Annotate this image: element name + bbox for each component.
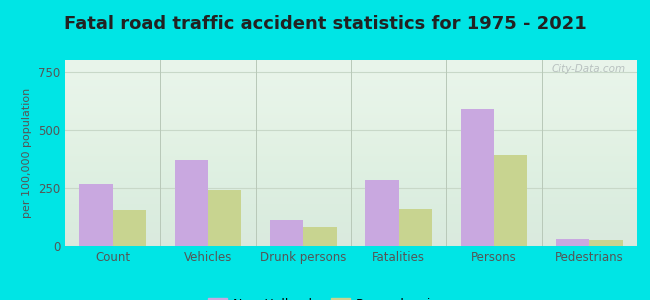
Bar xyxy=(175,160,208,246)
Bar xyxy=(398,209,432,246)
Legend: New Holland, Pennsylvania average: New Holland, Pennsylvania average xyxy=(203,293,499,300)
Bar xyxy=(208,190,241,246)
Bar xyxy=(304,227,337,246)
Y-axis label: per 100,000 population: per 100,000 population xyxy=(22,88,32,218)
Bar xyxy=(590,240,623,246)
Bar xyxy=(494,155,527,246)
Bar xyxy=(112,210,146,246)
Bar xyxy=(556,239,590,246)
Text: Fatal road traffic accident statistics for 1975 - 2021: Fatal road traffic accident statistics f… xyxy=(64,15,586,33)
Bar xyxy=(79,184,112,246)
Bar xyxy=(365,180,398,246)
Bar xyxy=(461,109,494,246)
Bar xyxy=(270,220,304,246)
Text: City-Data.com: City-Data.com xyxy=(551,64,625,74)
